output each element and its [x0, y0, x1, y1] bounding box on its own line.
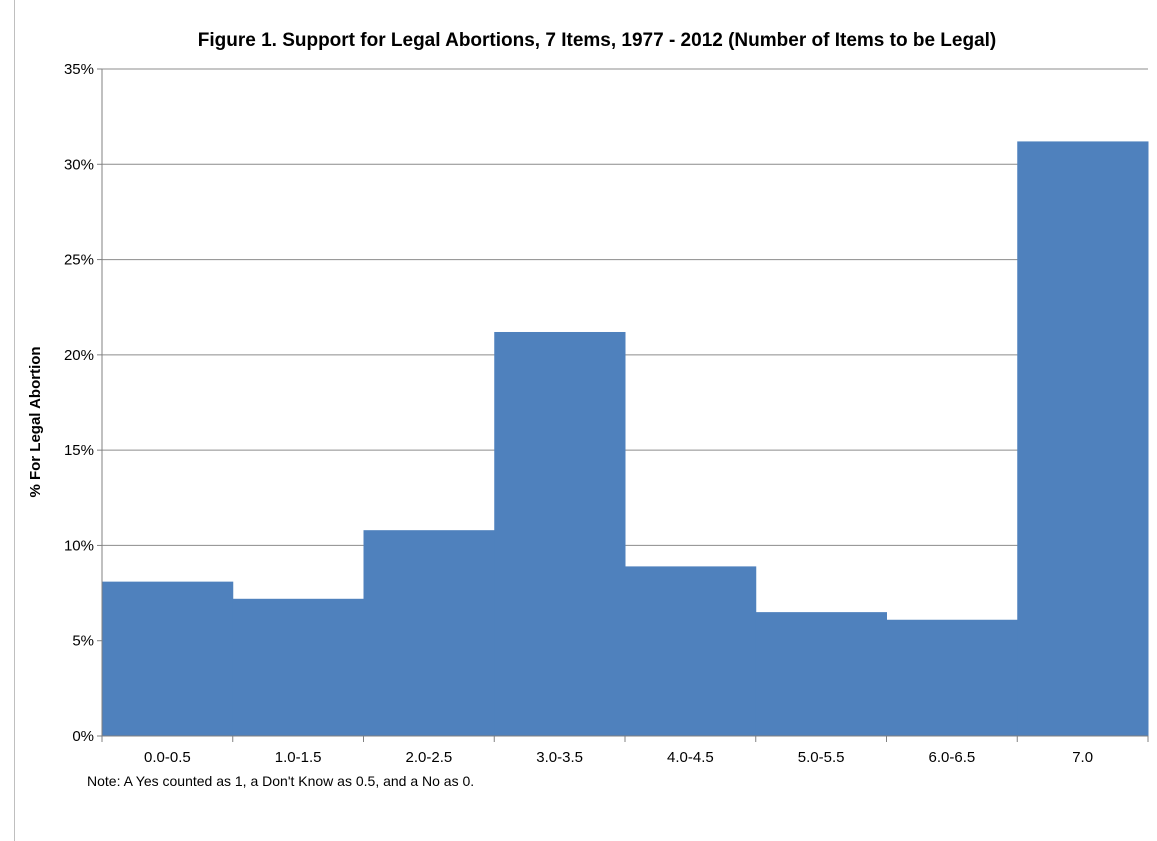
y-tick-label: 5% — [72, 633, 94, 650]
x-tick-label: 3.0-3.5 — [536, 749, 583, 766]
x-tick-label: 2.0-2.5 — [406, 749, 453, 766]
bar — [363, 530, 495, 736]
y-tick-label: 0% — [72, 728, 94, 745]
x-tick-label: 4.0-4.5 — [667, 749, 714, 766]
chart-frame-line — [14, 0, 15, 841]
chart-title: Figure 1. Support for Legal Abortions, 7… — [198, 30, 997, 51]
y-tick-label: 25% — [64, 252, 94, 269]
x-ticks: 0.0-0.5 1.0-1.5 2.0-2.5 3.0-3.5 4.0-4.5 5.0-5… — [101, 736, 1149, 766]
x-tick-label: 0.0-0.5 — [144, 749, 191, 766]
y-ticks: 0% 5% 10% 15% 20% 25% 30% 35% — [64, 61, 102, 745]
y-tick-label: 35% — [64, 61, 94, 78]
bar — [232, 598, 364, 736]
y-axis-label: % For Legal Abortion — [27, 346, 44, 497]
chart-note: Note: A Yes counted as 1, a Don't Know a… — [87, 773, 475, 789]
y-tick-label: 15% — [64, 442, 94, 459]
y-tick-label: 30% — [64, 156, 94, 173]
y-tick-label: 20% — [64, 347, 94, 364]
x-tick-label: 5.0-5.5 — [798, 749, 845, 766]
bar — [1017, 141, 1149, 737]
x-tick-label: 6.0-6.5 — [929, 749, 976, 766]
bars — [102, 141, 1149, 737]
y-tick-label: 10% — [64, 537, 94, 554]
bar — [886, 619, 1018, 736]
bar — [625, 566, 757, 736]
bar — [102, 581, 234, 736]
bar — [494, 331, 626, 736]
x-tick-label: 1.0-1.5 — [275, 749, 322, 766]
x-tick-label: 7.0 — [1072, 749, 1093, 766]
bar — [755, 612, 887, 736]
